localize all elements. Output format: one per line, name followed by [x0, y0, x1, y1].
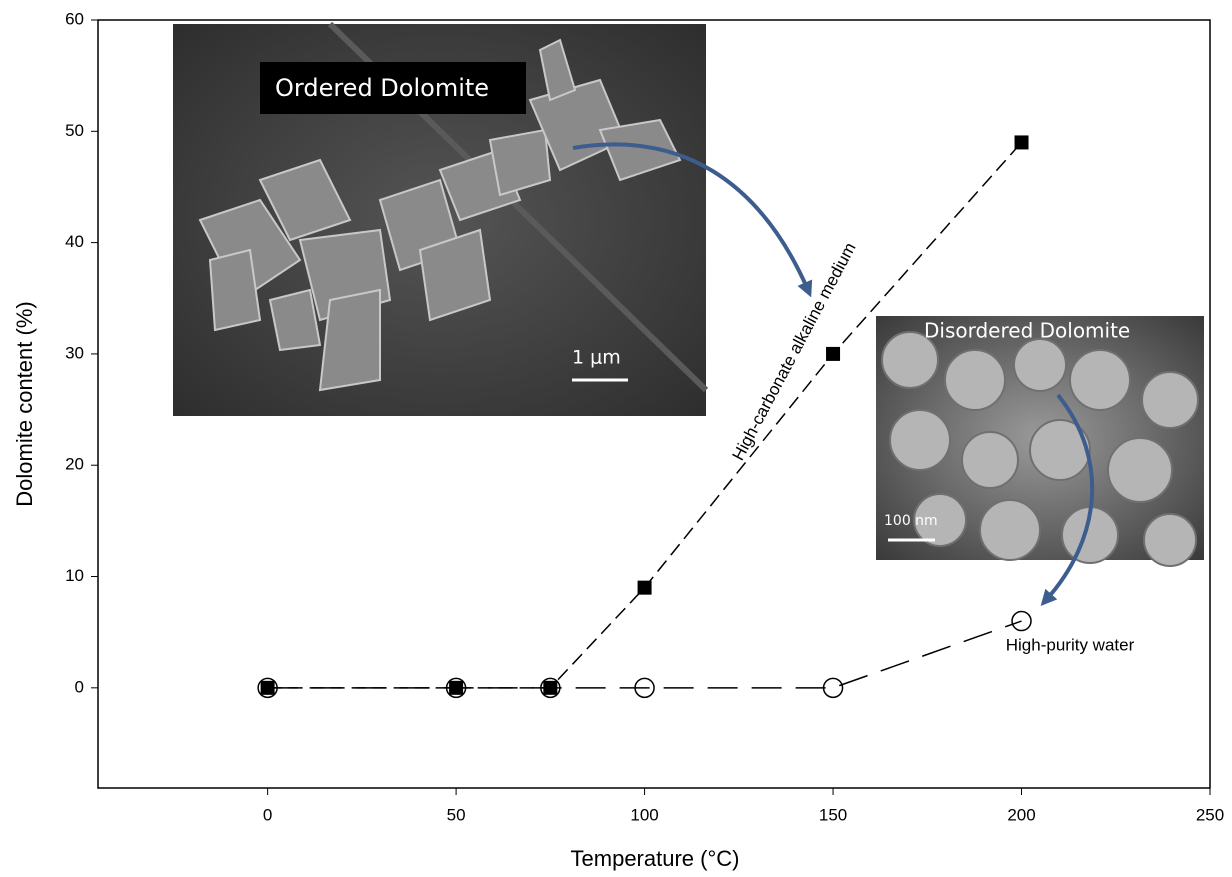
x-tick-label: 50: [447, 805, 466, 824]
y-tick-label: 50: [65, 121, 84, 140]
page: Temperature (°C) Dolomite content (%) Or…: [0, 0, 1232, 877]
x-tick-label: 100: [630, 805, 658, 824]
data-point: [261, 681, 275, 695]
chart: Temperature (°C) Dolomite content (%) Or…: [0, 0, 1232, 877]
series-label: High-purity water: [1006, 635, 1135, 654]
y-tick-label: 10: [65, 566, 84, 585]
y-tick-label: 20: [65, 455, 84, 474]
data-point: [638, 581, 652, 595]
x-tick-label: 150: [819, 805, 847, 824]
image-label: Disordered Dolomite: [924, 319, 1130, 343]
y-tick-label: 0: [75, 677, 84, 696]
y-tick-label: 30: [65, 343, 84, 362]
data-point: [1015, 135, 1029, 149]
x-tick-label: 250: [1196, 805, 1224, 824]
data-point: [449, 681, 463, 695]
data-point: [826, 347, 840, 361]
y-tick-label: 60: [65, 9, 84, 28]
scale-bar-label: 100 nm: [884, 513, 938, 529]
data-point: [824, 678, 843, 697]
y-axis-title: Dolomite content (%): [12, 301, 37, 506]
x-axis-title: Temperature (°C): [571, 846, 740, 871]
image-label: Ordered Dolomite: [275, 74, 489, 102]
y-tick-label: 40: [65, 232, 84, 251]
data-point: [543, 681, 557, 695]
scale-bar-label: 1 μm: [572, 347, 621, 369]
x-tick-label: 200: [1007, 805, 1035, 824]
x-tick-label: 0: [263, 805, 272, 824]
